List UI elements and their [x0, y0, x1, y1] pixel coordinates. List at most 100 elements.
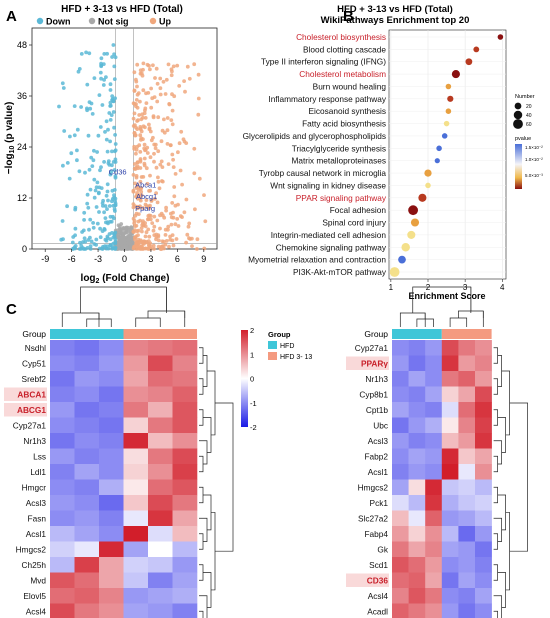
- pathway-label: Tyrobp causal network in microglia: [259, 168, 387, 178]
- volcano-point: [144, 240, 149, 245]
- heat-cell: [148, 464, 173, 480]
- heat-cell: [50, 526, 75, 542]
- heat-cell: [74, 495, 100, 511]
- volcano-point: [86, 205, 91, 210]
- volcano-point: [104, 193, 109, 198]
- volcano-point: [160, 239, 165, 244]
- gene-label: Nr1h3: [23, 436, 46, 446]
- pathway-label: Spinal cord injury: [322, 218, 386, 228]
- x-tick-label: -9: [41, 254, 49, 264]
- volcano-point: [118, 224, 122, 229]
- heat-cell: [392, 603, 409, 618]
- heat-cell: [123, 417, 149, 434]
- dendrogram-branch: [199, 378, 204, 395]
- volcano-point: [113, 157, 118, 162]
- pvalue-label-2: 1.0×10⁻²: [525, 157, 543, 162]
- x-tick-label: 1: [389, 283, 394, 292]
- volcano-point: [156, 115, 161, 120]
- heat-cell: [50, 340, 75, 356]
- volcano-point: [91, 158, 96, 163]
- heat-cell: [441, 371, 459, 387]
- enrichment-rows: Cholesterol biosynthesis Blood clotting c…: [243, 32, 506, 277]
- heat-cell: [123, 433, 149, 449]
- heat-cell: [408, 603, 426, 618]
- heat-cell: [392, 355, 409, 372]
- volcano-point: [145, 145, 150, 150]
- volcano-point: [153, 76, 157, 80]
- gene-highlight-bg: [4, 387, 47, 401]
- volcano-point: [184, 197, 189, 202]
- volcano-point: [149, 105, 154, 110]
- volcano-point: [156, 179, 161, 184]
- heat-cell: [74, 588, 100, 604]
- volcano-point: [107, 111, 112, 115]
- volcano-point: [85, 108, 89, 113]
- heat-cell: [123, 557, 149, 573]
- legend-label-not-sig: Not sig: [98, 17, 129, 27]
- heat-legend-tick: 1: [250, 350, 254, 359]
- heat-cell: [392, 340, 409, 356]
- dendrogram-branch: [505, 512, 510, 591]
- volcano-point: [139, 189, 144, 194]
- dendrogram-branch: [493, 347, 498, 364]
- volcano-point: [172, 185, 177, 189]
- volcano-point: [138, 187, 143, 191]
- volcano-point: [96, 191, 101, 196]
- group-legend-treated-swatch: [268, 352, 277, 360]
- heat-cell: [148, 588, 173, 604]
- volcano-point: [190, 244, 194, 249]
- volcano-point: [108, 82, 113, 87]
- volcano-point: [192, 171, 197, 176]
- volcano-point: [95, 150, 99, 154]
- dendrogram-branch: [211, 512, 216, 591]
- volcano-point: [86, 238, 91, 242]
- volcano-point: [113, 142, 118, 146]
- heat-cell: [441, 479, 459, 496]
- heat-cell: [74, 402, 100, 418]
- volcano-point: [171, 157, 176, 162]
- volcano-point: [110, 188, 115, 193]
- heat-cell: [172, 355, 198, 372]
- heat-cell: [123, 340, 149, 356]
- volcano-point: [68, 134, 72, 139]
- heat-cell: [123, 371, 149, 387]
- heat-cell: [441, 603, 459, 618]
- volcano-point: [100, 246, 105, 251]
- dendrogram-branch: [215, 402, 234, 552]
- volcano-point: [176, 150, 180, 155]
- volcano-point: [81, 246, 85, 250]
- heat-cell: [408, 417, 426, 434]
- heat-cell: [475, 355, 492, 372]
- volcano-point: [190, 236, 194, 241]
- heat-cell: [74, 541, 100, 558]
- volcano-point: [83, 239, 88, 244]
- volcano-plot: HFD + 3-13 vs HFD (Total) Down Not sig Up …: [4, 4, 218, 285]
- heat-cell: [148, 495, 173, 511]
- volcano-point: [105, 149, 110, 154]
- heat-cell: [123, 510, 149, 527]
- heat-cell: [408, 464, 426, 480]
- volcano-point: [134, 234, 138, 239]
- volcano-point: [151, 135, 155, 140]
- dendrogram-branch: [493, 533, 498, 550]
- heat-cell: [148, 402, 173, 418]
- heat-cell: [425, 402, 443, 418]
- volcano-point: [113, 148, 118, 153]
- heat-cell: [475, 588, 492, 604]
- volcano-point: [187, 76, 192, 81]
- volcano-point: [117, 239, 121, 244]
- gene-highlight-bg: [4, 403, 47, 417]
- volcano-point: [173, 222, 178, 227]
- volcano-point: [94, 243, 98, 247]
- gene-label: Cyp27a1: [355, 343, 389, 353]
- heat-cell: [441, 386, 459, 403]
- volcano-point: [86, 133, 91, 138]
- heat-cell: [99, 433, 124, 449]
- volcano-point: [113, 203, 118, 208]
- volcano-point: [110, 163, 114, 168]
- heat-cell: [123, 495, 149, 511]
- volcano-point: [143, 106, 148, 111]
- heat-cell: [458, 448, 476, 465]
- volcano-legend: Down Not sig Up: [36, 17, 171, 27]
- size-legend: Number 20 40 60: [513, 94, 535, 129]
